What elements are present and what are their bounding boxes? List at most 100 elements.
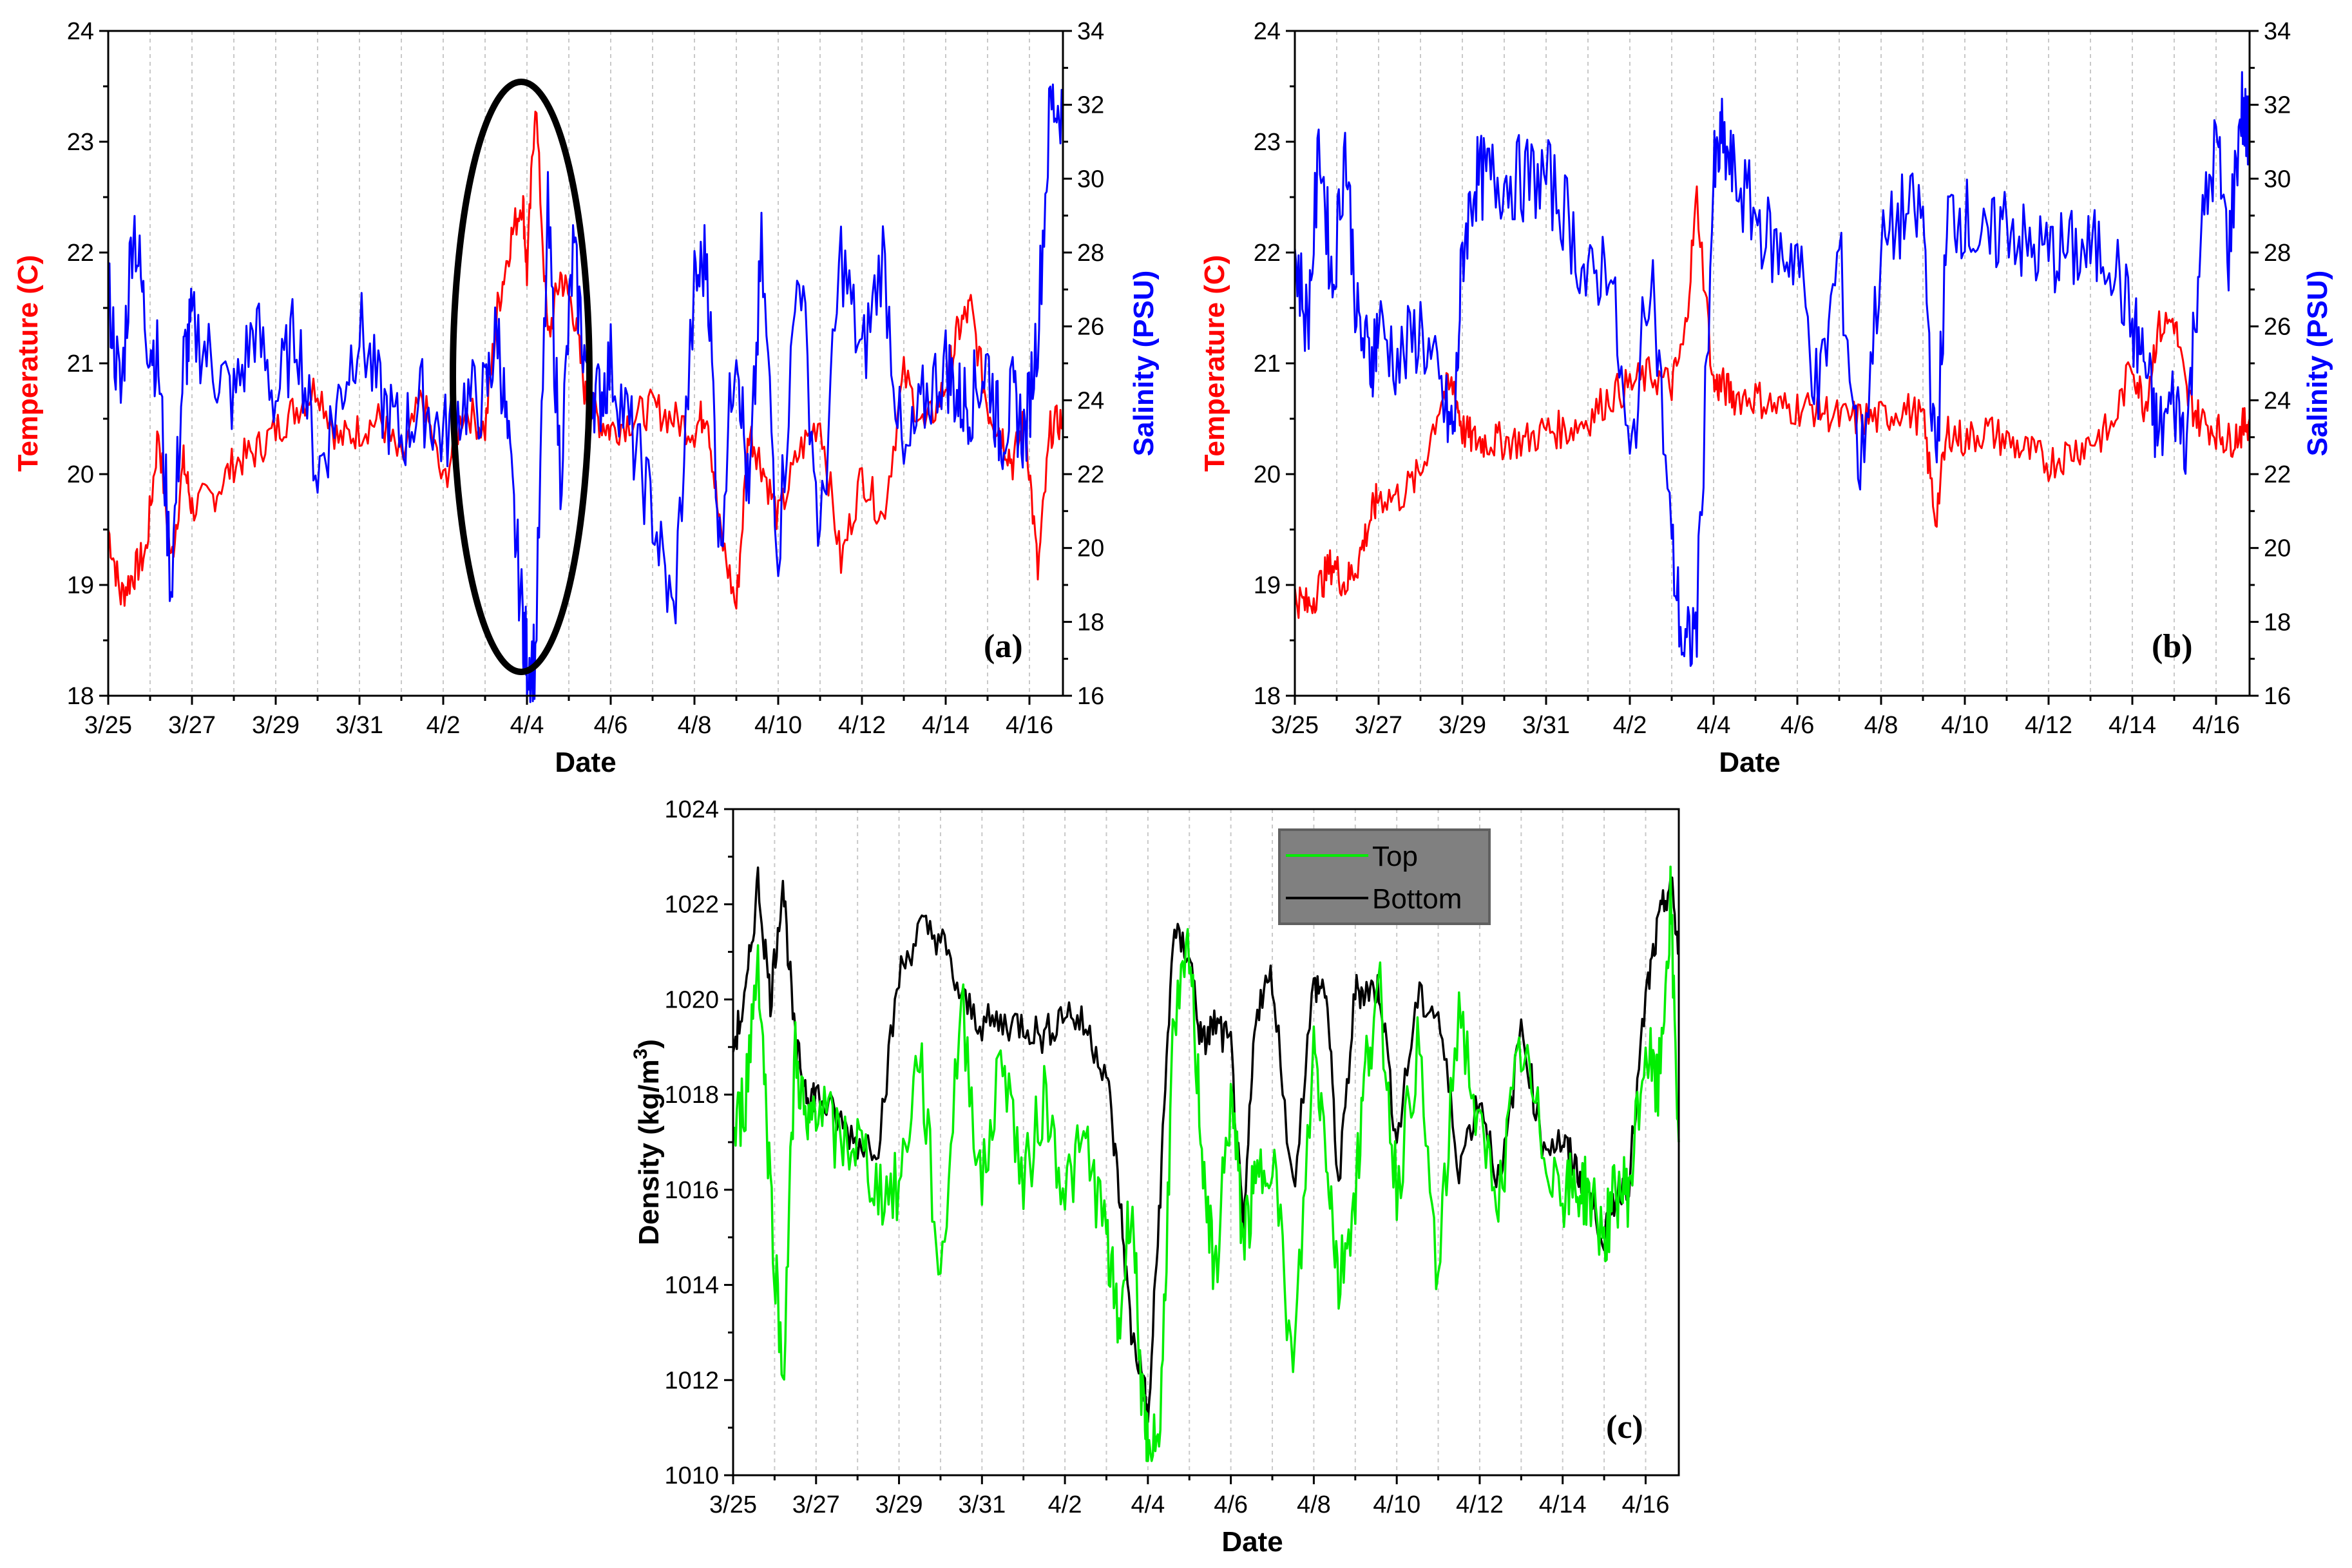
panel-c-x-axis-label: Date	[1221, 1526, 1283, 1558]
x-tick-label: 4/2	[1048, 1491, 1082, 1518]
panel-b-right-y-axis-label: Salinity (PSU)	[2302, 271, 2333, 457]
x-tick-label: 4/2	[1613, 712, 1647, 739]
panel-b-x-ticks: 3/25 3/27 3/29 3/31 4/2 4/4 4/6 4/8 4/10 4/12 4/14…	[1271, 696, 2240, 739]
y-tick-label: 24	[67, 18, 94, 45]
x-tick-label: 3/31	[336, 712, 383, 739]
panel-b-right-y-ticks: 16 18 20 22 24 26 28 30 32 34	[2250, 18, 2291, 710]
y-tick-label: 22	[67, 240, 94, 267]
y-tick-label: 21	[1254, 350, 1281, 378]
panel-a-event-ellipse	[450, 79, 593, 675]
series-line-bottom	[732, 866, 1680, 1424]
y-tick-label: 1020	[664, 986, 719, 1013]
y-tick-label: 19	[67, 572, 94, 599]
x-tick-label: 4/14	[922, 712, 970, 739]
y-tick-label: 1016	[664, 1177, 719, 1204]
x-tick-label: 4/8	[1864, 712, 1898, 739]
series-line-salinity	[1294, 71, 2251, 667]
x-tick-label: 4/16	[1622, 1491, 1670, 1518]
x-tick-label: 4/4	[1697, 712, 1731, 739]
x-tick-label: 4/6	[1781, 712, 1815, 739]
x-tick-label: 4/2	[426, 712, 461, 739]
x-tick-label: 3/29	[875, 1491, 923, 1518]
panel-c-y-axis-label-sup: 3	[630, 1049, 651, 1060]
panel-a-right-y-axis-label: Salinity (PSU)	[1128, 271, 1160, 457]
legend-box	[1278, 828, 1491, 925]
x-tick-label: 4/16	[1006, 712, 1053, 739]
y-tick-label: 1010	[664, 1462, 719, 1489]
y-tick-label: 23	[67, 129, 94, 156]
x-tick-label: 3/25	[709, 1491, 757, 1518]
y-tick-label: 20	[2264, 535, 2291, 562]
panel-a-temperature-salinity-top: 3/25 3/27 3/29 3/31 4/2 4/4 4/6 4/8 4/10 4/12 4/14…	[12, 18, 1160, 778]
panel-b-left-y-ticks: 18 19 20 21 22 23 24	[1254, 18, 1295, 710]
x-tick-label: 4/12	[1456, 1491, 1504, 1518]
x-tick-label: 4/14	[1539, 1491, 1587, 1518]
y-tick-label: 19	[1254, 572, 1281, 599]
y-tick-label: 22	[2264, 461, 2291, 488]
y-tick-label: 34	[1077, 18, 1104, 45]
x-tick-label: 3/29	[1439, 712, 1486, 739]
x-tick-label: 4/4	[510, 712, 544, 739]
y-tick-label: 20	[1254, 461, 1281, 488]
y-tick-label: 30	[2264, 166, 2291, 193]
panel-c-y-axis-label-end: )	[633, 1039, 665, 1049]
y-tick-label: 23	[1254, 129, 1281, 156]
y-tick-label: 1022	[664, 892, 719, 919]
x-tick-label: 4/6	[1214, 1491, 1248, 1518]
panel-c-series	[732, 865, 1680, 1462]
y-tick-label: 24	[1254, 18, 1281, 45]
x-tick-label: 3/27	[792, 1491, 840, 1518]
y-tick-label: 21	[67, 350, 94, 378]
panel-b-series	[1294, 71, 2251, 667]
y-tick-label: 16	[1077, 683, 1104, 710]
y-tick-label: 30	[1077, 166, 1104, 193]
y-tick-label: 22	[1254, 240, 1281, 267]
x-tick-label: 4/8	[1297, 1491, 1331, 1518]
x-tick-label: 3/29	[252, 712, 300, 739]
series-line-salinity	[107, 83, 1064, 703]
x-tick-label: 4/10	[754, 712, 802, 739]
y-tick-label: 18	[67, 683, 94, 710]
y-tick-label: 22	[1077, 461, 1104, 488]
y-tick-label: 28	[1077, 240, 1104, 267]
y-tick-label: 18	[2264, 609, 2291, 636]
y-tick-label: 1024	[664, 796, 719, 823]
x-tick-label: 4/4	[1131, 1491, 1165, 1518]
y-tick-label: 26	[1077, 314, 1104, 341]
panel-a-left-y-axis-label: Temperature (C)	[12, 255, 44, 472]
panel-c-label: (c)	[1606, 1409, 1643, 1446]
x-tick-label: 3/27	[168, 712, 216, 739]
panel-b-label: (b)	[2152, 628, 2193, 665]
y-tick-label: 18	[1077, 609, 1104, 636]
panel-c-axis-frame	[732, 808, 1680, 1477]
y-tick-label: 1012	[664, 1367, 719, 1394]
panel-b-temperature-salinity-bottom: 3/25 3/27 3/29 3/31 4/2 4/4 4/6 4/8 4/10 4/12 4/14…	[1199, 18, 2333, 778]
y-tick-label: 28	[2264, 240, 2291, 267]
panel-a-x-ticks: 3/25 3/27 3/29 3/31 4/2 4/4 4/6 4/8 4/10 4/12 4/14…	[84, 696, 1053, 739]
panel-a-left-y-ticks: 18 19 20 21 22 23 24	[67, 18, 108, 710]
x-tick-label: 4/14	[2108, 712, 2156, 739]
y-tick-label: 20	[67, 461, 94, 488]
series-line-top	[732, 865, 1680, 1462]
y-tick-label: 24	[1077, 387, 1104, 414]
panel-a-axis-frame	[107, 30, 1064, 697]
y-tick-label: 20	[1077, 535, 1104, 562]
panel-a-right-y-ticks: 16 18 20 22 24 26 28 30 32 34	[1063, 18, 1104, 710]
panel-a-series	[107, 83, 1064, 703]
legend-bottom-label: Bottom	[1372, 883, 1462, 915]
y-tick-label: 32	[2264, 92, 2291, 119]
panel-a-label: (a)	[984, 628, 1023, 665]
y-tick-label: 26	[2264, 314, 2291, 341]
x-tick-label: 4/10	[1373, 1491, 1420, 1518]
y-tick-label: 32	[1077, 92, 1104, 119]
x-tick-label: 4/12	[838, 712, 886, 739]
x-tick-label: 4/8	[678, 712, 712, 739]
x-tick-label: 3/31	[958, 1491, 1006, 1518]
panel-c-x-ticks: 3/25 3/27 3/29 3/31 4/2 4/4 4/6 4/8 4/10 4/12 4/14…	[709, 1475, 1669, 1518]
x-tick-label: 3/31	[1522, 712, 1570, 739]
panel-c-legend: Top Bottom	[1278, 828, 1491, 925]
panel-c-y-ticks: 1010 1012 1014 1016 1018 1020 1022 1024	[664, 796, 733, 1489]
panel-b-left-y-axis-label: Temperature (C)	[1199, 255, 1230, 472]
panel-c-y-axis-label-main: Density (kg/m	[633, 1059, 665, 1245]
x-tick-label: 3/25	[1271, 712, 1319, 739]
